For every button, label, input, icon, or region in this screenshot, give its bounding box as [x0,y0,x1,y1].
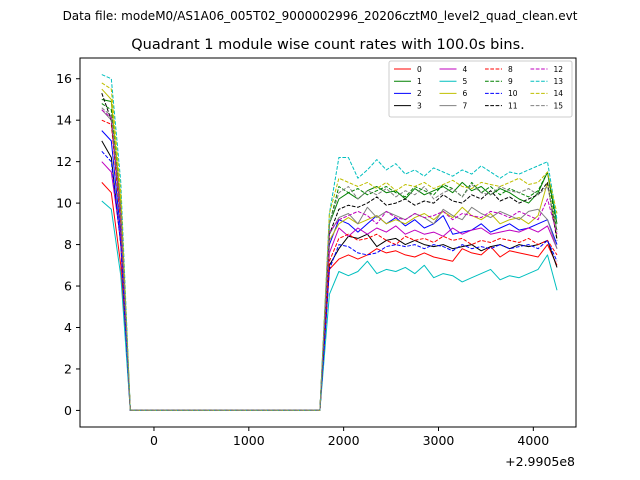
legend-label-15: 15 [554,101,564,110]
y-tick-label: 12 [56,154,72,169]
legend-label-7: 7 [463,101,468,110]
legend-label-10: 10 [508,89,518,98]
legend-label-13: 13 [554,77,564,86]
legend-label-12: 12 [554,65,564,74]
legend-box [388,60,573,118]
y-tick-label: 16 [56,71,72,86]
axes-frame [79,57,577,428]
y-tick-label: 2 [64,361,72,376]
legend-label-1: 1 [417,77,422,86]
series-line-8 [101,119,558,411]
legend-label-11: 11 [508,101,518,110]
y-tick-label: 0 [64,403,72,418]
y-tick-label: 10 [56,196,72,211]
y-tick-label: 6 [64,279,72,294]
legend-label-5: 5 [463,77,468,86]
series-line-11 [101,93,558,411]
series-line-14 [101,82,558,411]
legend-label-0: 0 [417,65,422,74]
legend-label-3: 3 [417,101,422,110]
y-tick-label: 14 [56,113,72,128]
legend-label-8: 8 [508,65,513,74]
x-tick-label: 1000 [233,433,265,448]
series-layer [101,74,558,411]
x-axis: 0 1000 2000 3000 4000 [150,427,549,448]
series-line-4 [101,161,558,411]
y-axis: 0 2 4 6 8 10 12 14 16 [56,71,80,418]
series-line-5 [101,200,558,411]
y-tick-label: 4 [64,320,72,335]
y-tick-label: 8 [64,237,72,252]
figure-suptitle: Data file: modeM0/AS1A06_005T02_90000029… [63,9,578,23]
x-tick-label: 3000 [423,433,455,448]
x-tick-label: 4000 [517,433,549,448]
legend-label-2: 2 [417,89,422,98]
legend-label-6: 6 [463,89,468,98]
legend-label-9: 9 [508,77,513,86]
legend-label-4: 4 [463,65,468,74]
x-tick-label: 0 [150,433,158,448]
x-tick-label: 2000 [328,433,360,448]
chart-title: Quadrant 1 module wise count rates with … [131,37,525,53]
x-offset-label: +2.9905e8 [505,454,575,469]
plot-area [79,57,577,428]
legend-label-14: 14 [554,89,564,98]
series-line-10 [101,150,558,411]
series-line-15 [101,107,558,411]
series-line-12 [101,109,558,411]
